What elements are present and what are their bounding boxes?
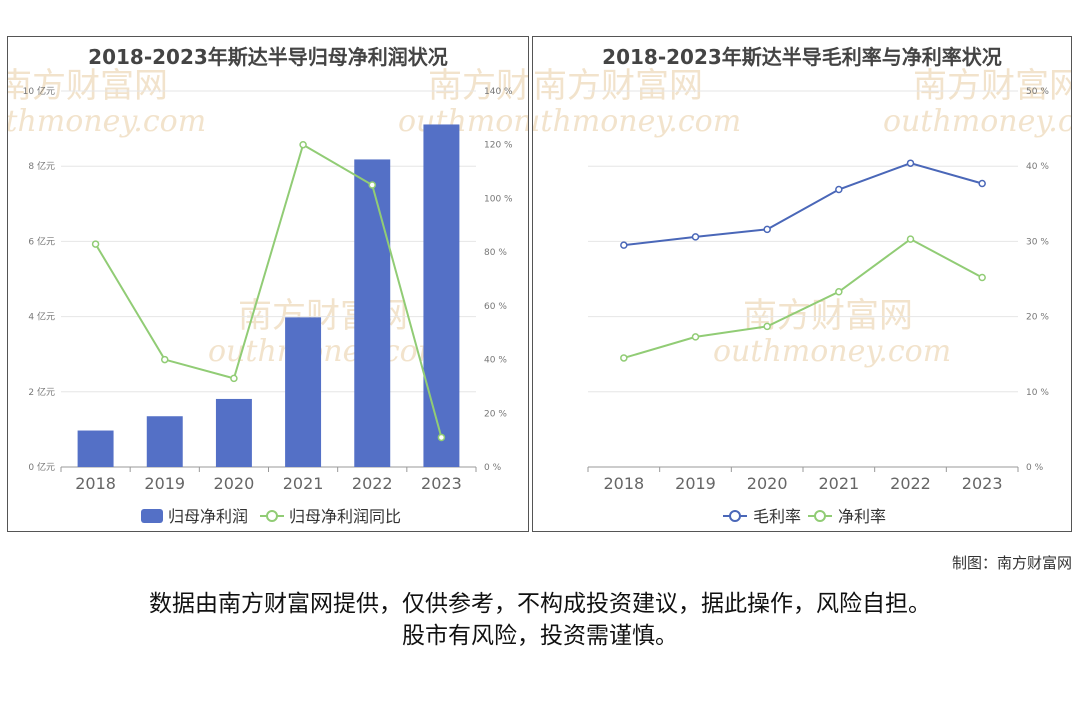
bar (285, 317, 322, 467)
x-tick-label: 2023 (962, 474, 1003, 493)
legend-marker (814, 510, 826, 522)
legend-swatch-bar (141, 509, 163, 523)
watermark-text: 南方财富网 (428, 66, 528, 106)
x-tick-label: 2021 (818, 474, 859, 493)
line-point (835, 288, 843, 296)
line-point (835, 185, 843, 194)
legend-marker (266, 510, 278, 522)
legend-label: 归母净利润 (168, 507, 248, 526)
y-right-tick-label: 120 % (484, 141, 513, 151)
y-right-tick-label: 100 % (484, 194, 513, 204)
series-line (623, 237, 983, 359)
watermark-text: outhmoney.com (398, 104, 528, 139)
legend-label: 归母净利润同比 (289, 507, 401, 526)
line-point (763, 322, 771, 331)
y-left-tick-label: 4 亿元 (28, 311, 55, 323)
watermark-text: 南方财富网 (743, 296, 913, 336)
y-right-tick-label: 40 % (484, 356, 507, 366)
x-tick-label: 2023 (421, 474, 462, 493)
watermark-text: outhmoney.com (533, 104, 741, 139)
legend-marker (729, 510, 741, 522)
legend-label: 净利率 (838, 507, 886, 526)
line-point (978, 179, 986, 188)
watermark-text: outhmoney.com (713, 334, 951, 369)
x-tick-label: 2018 (603, 474, 644, 493)
y-left-tick-label: 2 亿元 (28, 386, 55, 398)
line-point (161, 355, 169, 364)
bar (215, 398, 252, 467)
line-point (978, 273, 986, 282)
disclaimer-line-1: 数据由南方财富网提供，仅供参考，不构成投资建议，据此操作，风险自担。 (149, 591, 931, 617)
line-point (691, 233, 700, 241)
y-right-tick-label: 0 % (1026, 463, 1044, 473)
watermark-text: outhmoney.com (208, 334, 446, 369)
y-right-tick-label: 10 % (1026, 388, 1049, 398)
line-point (437, 433, 446, 442)
bar (77, 430, 114, 467)
line-point (620, 241, 628, 249)
chart-credit: 制图：南方财富网 (951, 554, 1072, 572)
series-line (94, 143, 443, 438)
line-point (91, 240, 100, 248)
y-right-tick-label: 0 % (484, 463, 502, 473)
y-right-tick-label: 20 % (484, 409, 507, 419)
line-point (906, 235, 915, 243)
y-left-tick-label: 0 亿元 (28, 461, 55, 473)
y-right-tick-label: 60 % (484, 302, 507, 312)
disclaimer-line-2: 股市有风险，投资需谨慎。 (402, 623, 678, 649)
watermark-text: outhmoney.com (8, 104, 206, 139)
bar (354, 159, 391, 467)
y-right-tick-label: 50 % (1026, 87, 1049, 97)
y-left-tick-label: 8 亿元 (28, 160, 55, 172)
net-profit-chart-panel: 2018-2023年斯达半导归母净利润状况 南方财富网outhmoney.com… (7, 36, 529, 532)
watermark-text: 南方财富网 (533, 66, 703, 106)
margin-chart-panel: 2018-2023年斯达半导毛利率与净利率状况 南方财富网outhmoney.c… (532, 36, 1072, 532)
y-right-tick-label: 40 % (1026, 162, 1049, 172)
x-tick-label: 2020 (747, 474, 788, 493)
x-tick-label: 2020 (214, 474, 255, 493)
x-tick-label: 2018 (75, 474, 116, 493)
bar (146, 416, 183, 467)
y-left-tick-label: 6 亿元 (28, 235, 55, 247)
net-profit-chart: 南方财富网outhmoney.com南方财富网outhmoney.com南方财富… (8, 66, 528, 526)
line-point (906, 159, 915, 167)
legend-label: 毛利率 (753, 507, 801, 526)
y-right-tick-label: 80 % (484, 248, 507, 258)
bar (423, 124, 460, 468)
y-right-tick-label: 30 % (1026, 237, 1049, 247)
line-point (620, 354, 628, 362)
y-left-tick-label: 10 亿元 (23, 85, 55, 97)
watermark-text: 南方财富网 (913, 66, 1071, 106)
x-tick-label: 2022 (352, 474, 393, 493)
series-line (623, 162, 983, 247)
margin-chart: 南方财富网outhmoney.com南方财富网outhmoney.com南方财富… (533, 66, 1071, 526)
watermark-text: outhmoney.com (883, 104, 1071, 139)
y-right-tick-label: 20 % (1026, 313, 1049, 323)
chart-title: 2018-2023年斯达半导归母净利润状况 (88, 45, 448, 69)
watermark-text: 南方财富网 (8, 66, 168, 106)
line-point (763, 225, 771, 234)
x-tick-label: 2019 (675, 474, 716, 493)
chart-title: 2018-2023年斯达半导毛利率与净利率状况 (602, 45, 1002, 69)
line-point (230, 374, 238, 383)
line-point (299, 140, 307, 149)
line-point (368, 181, 376, 189)
x-tick-label: 2022 (890, 474, 931, 493)
line-point (691, 333, 700, 341)
x-tick-label: 2021 (283, 474, 324, 493)
x-tick-label: 2019 (144, 474, 185, 493)
y-right-tick-label: 140 % (484, 87, 513, 97)
